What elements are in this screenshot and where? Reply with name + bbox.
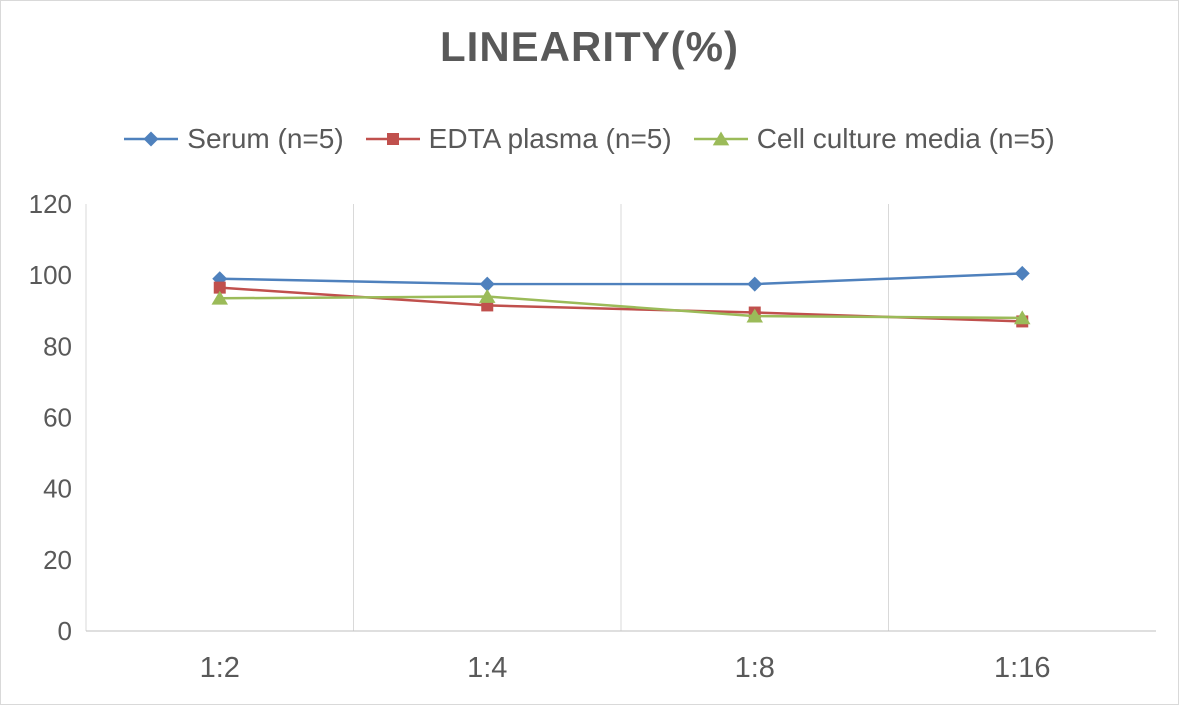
legend-item-serum-n-5: Serum (n=5)	[124, 123, 344, 155]
legend-label: Serum (n=5)	[187, 123, 344, 154]
y-tick-label: 20	[43, 545, 72, 575]
y-tick-label: 80	[43, 331, 72, 361]
legend-diamond-icon	[124, 131, 179, 147]
marker-diamond	[143, 131, 159, 147]
legend-label: Cell culture media (n=5)	[756, 123, 1055, 154]
y-tick-label: 120	[29, 189, 72, 219]
marker-diamond	[1014, 265, 1030, 281]
marker-triangle	[712, 131, 729, 146]
marker-triangle	[479, 289, 496, 303]
legend-item-edta-plasma-n-5: EDTA plasma (n=5)	[365, 123, 672, 155]
y-tick-label: 60	[43, 403, 72, 433]
legend-square-icon	[365, 133, 420, 145]
legend-item-cell-culture-media-n-5: Cell culture media (n=5)	[693, 123, 1055, 155]
legend-label: EDTA plasma (n=5)	[428, 123, 672, 154]
marker-square	[213, 281, 226, 294]
marker-square	[386, 133, 399, 145]
x-tick-label: 1:4	[467, 652, 507, 684]
marker-triangle	[1014, 310, 1031, 325]
chart-title: LINEARITY(%)	[440, 23, 739, 70]
y-tick-label: 100	[29, 260, 72, 290]
x-tick-label: 1:16	[994, 652, 1050, 684]
marker-diamond	[479, 276, 495, 292]
chart-legend: Serum (n=5) EDTA plasma (n=5) Cell culture…	[1, 123, 1178, 155]
x-tick-label: 1:8	[735, 652, 775, 684]
marker-diamond	[747, 276, 763, 292]
y-tick-label: 0	[58, 616, 72, 646]
x-tick-label: 1:2	[200, 652, 240, 684]
series-line-serum-n-5	[219, 272, 1023, 286]
marker-triangle	[746, 308, 763, 323]
legend-triangle-icon	[693, 131, 748, 146]
marker-triangle	[211, 290, 228, 305]
y-tick-label: 40	[43, 474, 72, 504]
series-line-cell-culture-media-n-5	[219, 295, 1023, 320]
